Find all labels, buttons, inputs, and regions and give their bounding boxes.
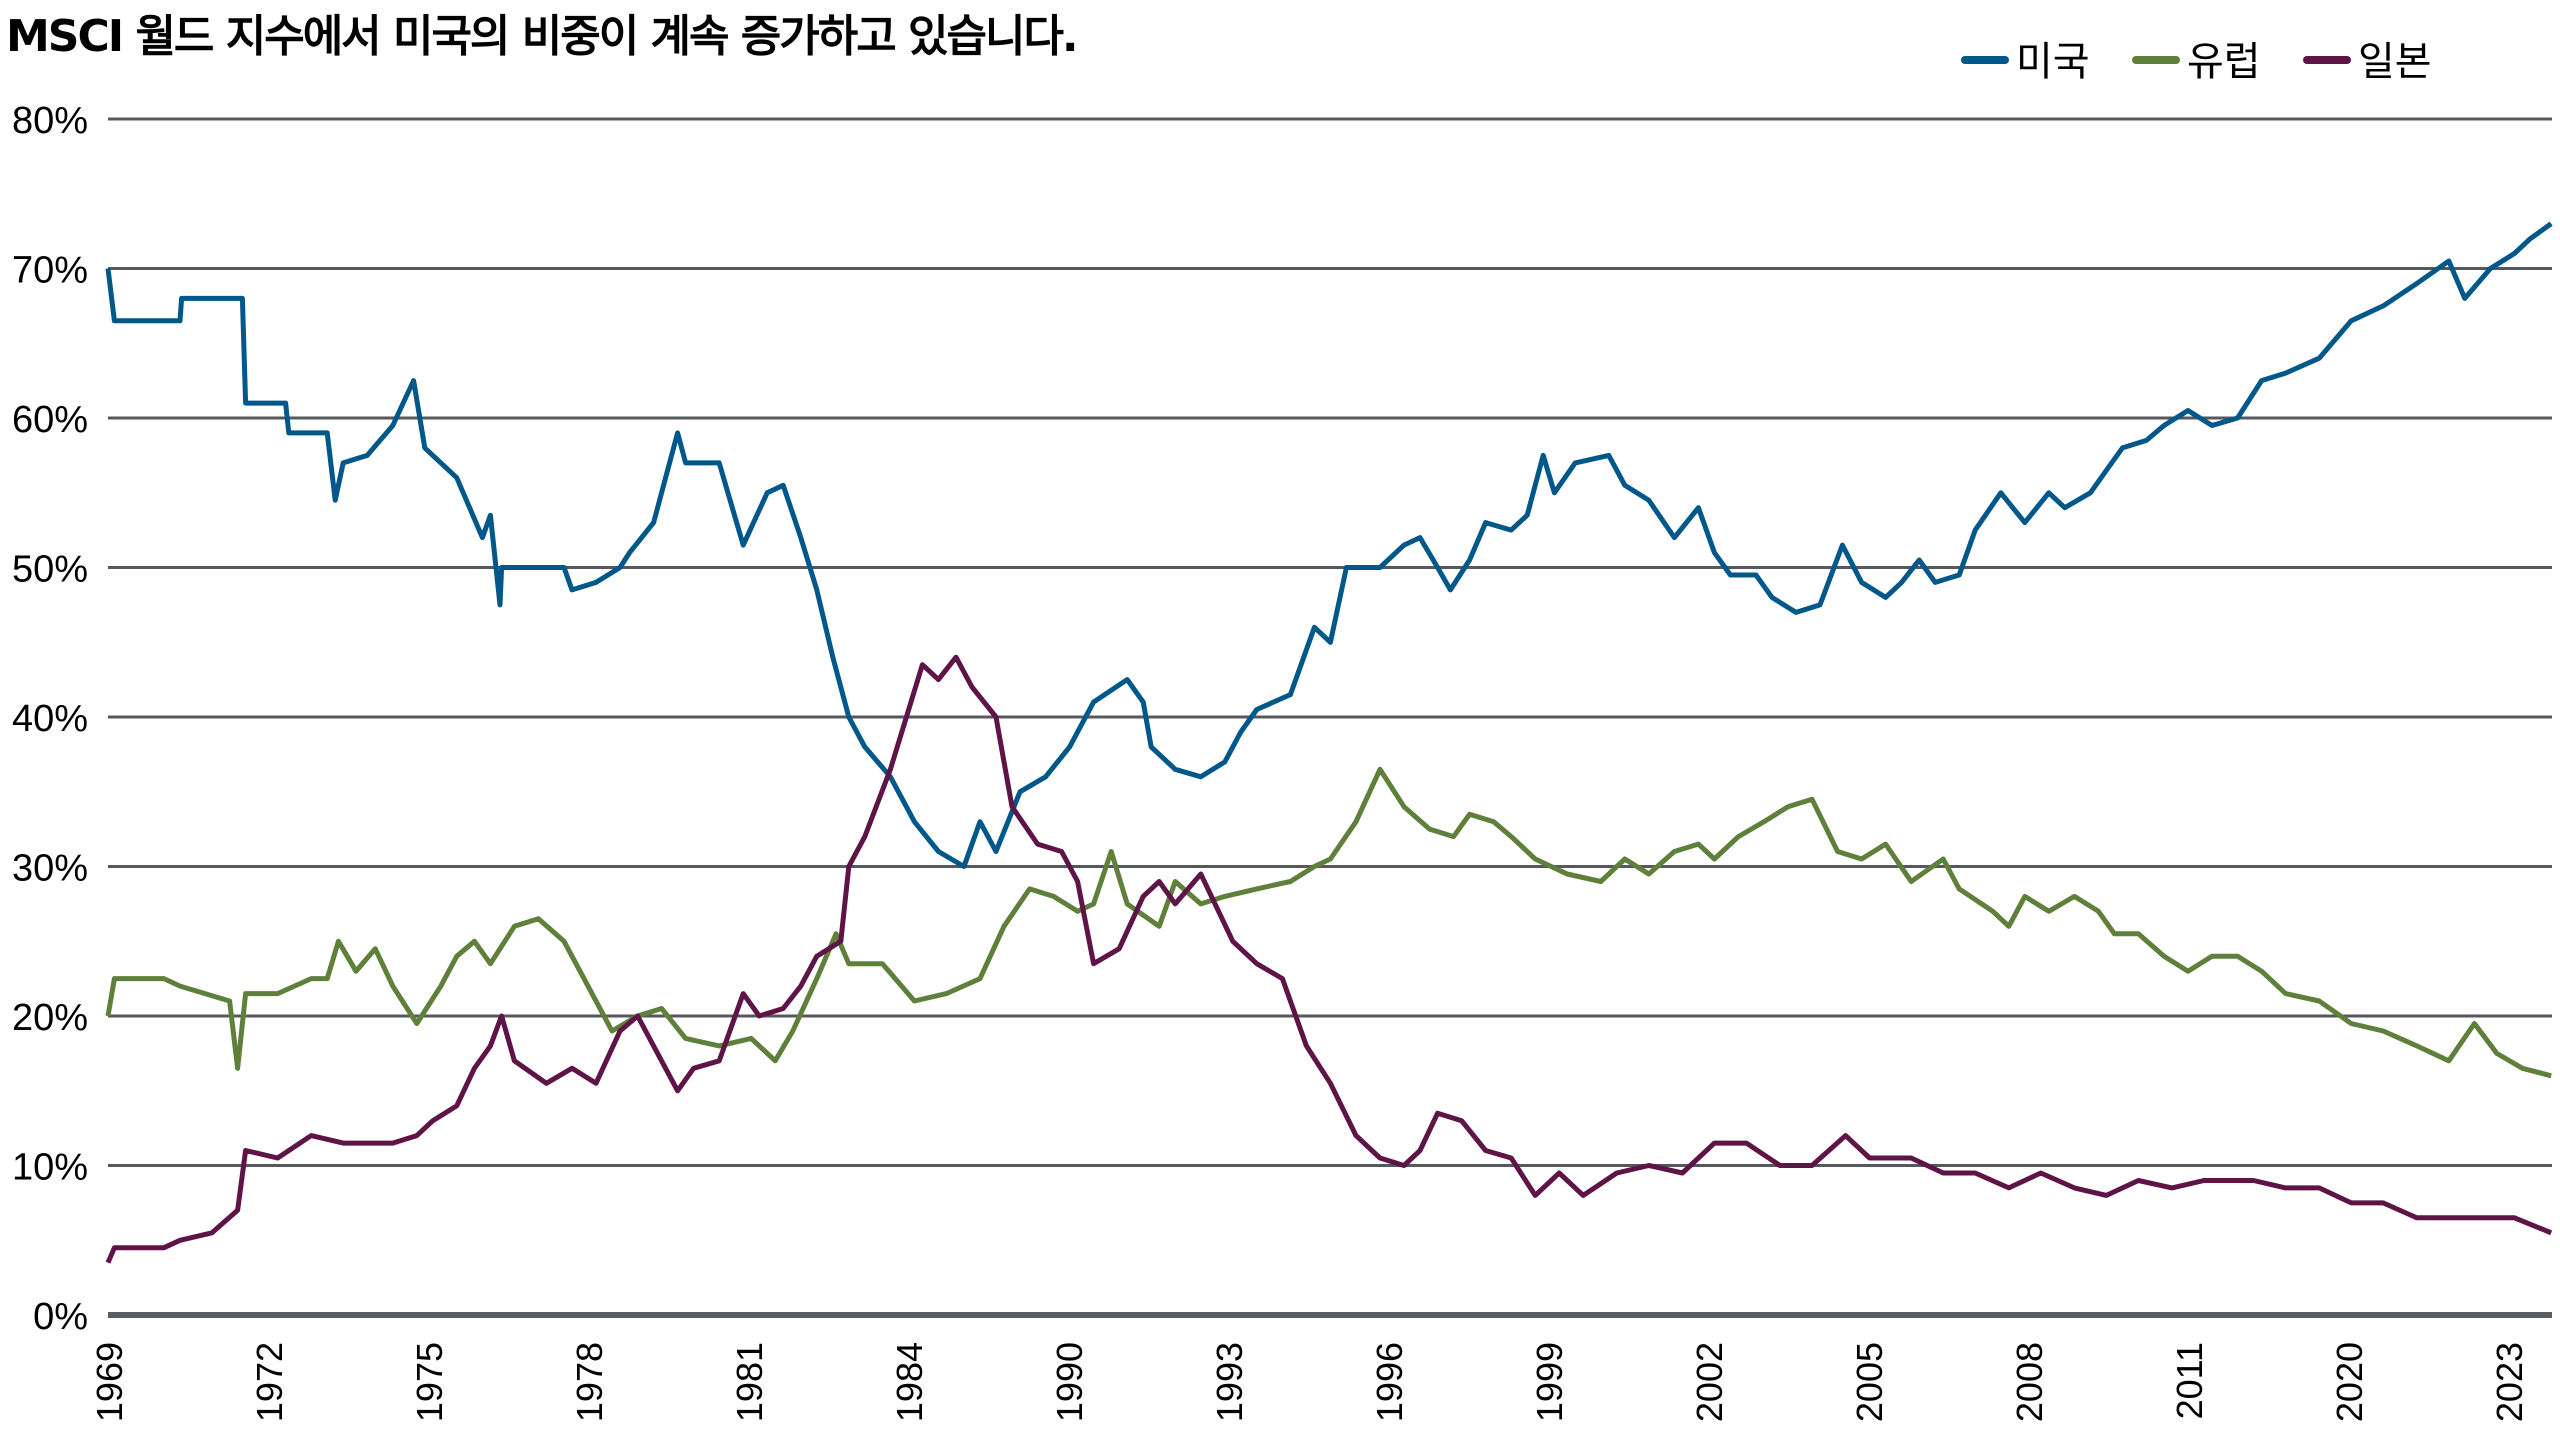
x-tick-label: 1975: [409, 1342, 450, 1422]
x-tick-label: 2020: [2329, 1342, 2370, 1422]
x-tick-label: 1993: [1209, 1342, 1250, 1422]
y-tick-label: 50%: [12, 549, 88, 591]
legend-label: 미국: [2016, 39, 2090, 85]
y-tick-label: 40%: [12, 698, 88, 740]
x-tick-label: 1984: [889, 1342, 930, 1422]
x-tick-label: 1996: [1369, 1342, 1410, 1422]
y-tick-label: 0%: [33, 1296, 88, 1338]
y-tick-label: 10%: [12, 1147, 88, 1189]
x-tick-label: 2011: [2169, 1342, 2210, 1419]
y-tick-label: 70%: [12, 250, 88, 292]
x-tick-label: 2023: [2489, 1342, 2530, 1422]
legend-label: 유럽: [2187, 39, 2261, 85]
y-tick-label: 20%: [12, 997, 88, 1039]
x-tick-label: 1990: [1049, 1342, 1090, 1422]
x-tick-label: 1999: [1529, 1342, 1570, 1422]
x-tick-label: 1981: [729, 1342, 770, 1422]
y-tick-label: 60%: [12, 399, 88, 441]
series-line-1: [105, 221, 2553, 869]
x-tick-label: 2005: [1849, 1342, 1890, 1422]
x-tick-label: 1972: [249, 1342, 290, 1422]
x-tick-label: 1978: [569, 1342, 610, 1422]
y-tick-label: 80%: [12, 100, 88, 142]
legend-label: 일본: [2358, 39, 2432, 85]
y-tick-label: 30%: [12, 848, 88, 890]
x-tick-label: 1969: [89, 1342, 130, 1422]
chart-title: MSCI 월드 지수에서 미국의 비중이 계속 증가하고 있습니다.: [6, 11, 1079, 62]
series-line-3: [105, 654, 2553, 1264]
series-line-2: [105, 766, 2552, 1079]
x-tick-label: 2002: [1689, 1342, 1730, 1422]
x-tick-label: 2008: [2009, 1342, 2050, 1422]
